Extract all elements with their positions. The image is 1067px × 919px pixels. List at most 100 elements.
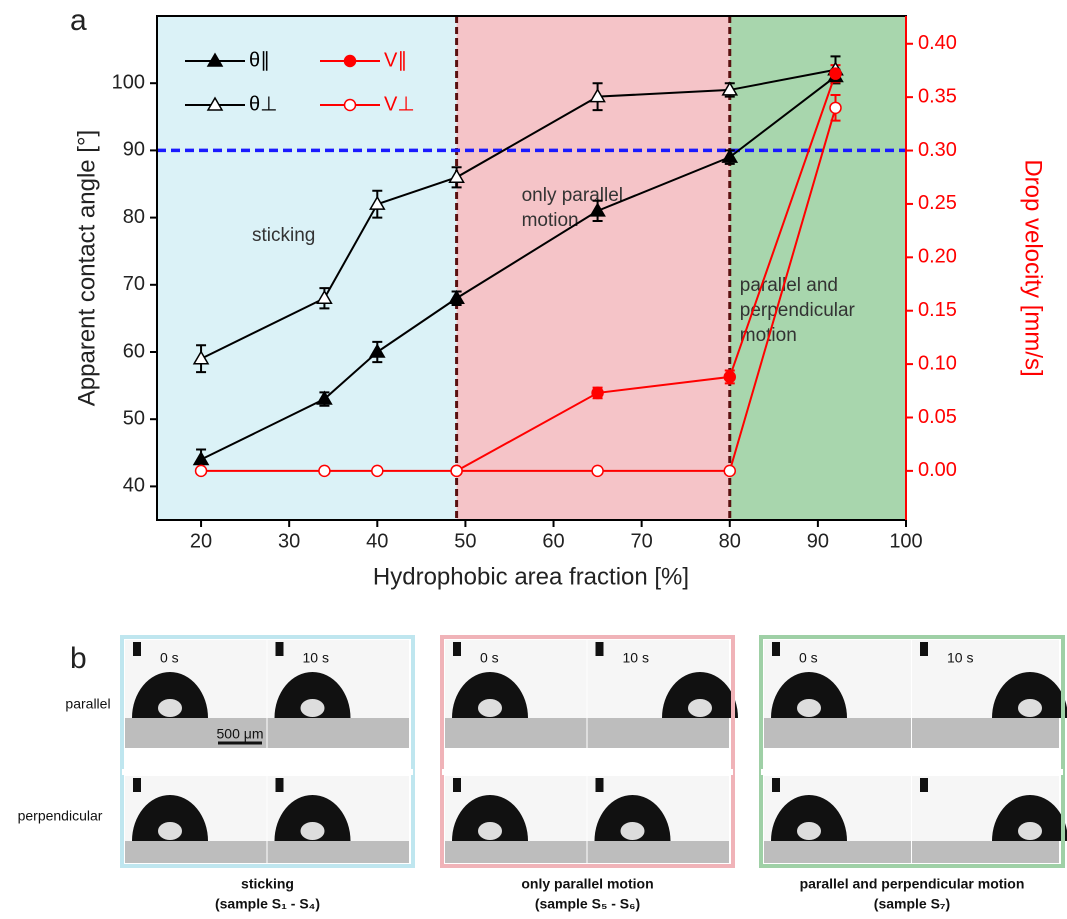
region bbox=[729, 16, 906, 520]
data-point bbox=[723, 370, 737, 384]
y2-tick-label: 0.00 bbox=[918, 459, 957, 481]
data-point bbox=[192, 350, 210, 365]
y-axis-title: Apparent contact angle [°] bbox=[73, 130, 100, 406]
droplet bbox=[452, 672, 528, 718]
needle bbox=[920, 642, 928, 656]
region-label: only parallel bbox=[522, 185, 623, 206]
droplet bbox=[771, 672, 847, 718]
x-tick-label: 100 bbox=[889, 530, 922, 552]
data-point bbox=[371, 464, 384, 478]
droplet bbox=[274, 795, 351, 841]
data-point bbox=[368, 195, 386, 210]
time-label: 10 s bbox=[947, 650, 973, 666]
needle bbox=[772, 642, 780, 656]
droplet bbox=[274, 672, 351, 718]
data-point bbox=[723, 464, 737, 478]
data-point bbox=[448, 289, 465, 304]
x-tick-label: 50 bbox=[454, 530, 476, 552]
y-tick-label: 60 bbox=[123, 340, 145, 362]
time-label: 0 s bbox=[480, 650, 499, 666]
legend-symbol bbox=[206, 96, 224, 111]
legend-symbol bbox=[343, 54, 357, 68]
legend-marker bbox=[343, 98, 357, 112]
data-point bbox=[316, 390, 333, 405]
needle bbox=[133, 778, 141, 792]
droplet-highlight bbox=[478, 822, 502, 840]
droplet bbox=[992, 795, 1067, 841]
y2-tick-label: 0.30 bbox=[918, 139, 957, 161]
needle bbox=[275, 778, 284, 792]
droplet-highlight bbox=[158, 699, 182, 717]
photo-substrate bbox=[587, 718, 729, 748]
droplet-highlight bbox=[300, 699, 325, 717]
y2-tick-label: 0.35 bbox=[918, 85, 957, 107]
caption: sticking bbox=[241, 876, 294, 892]
droplet bbox=[771, 795, 847, 841]
data-point bbox=[591, 386, 604, 400]
droplet-highlight bbox=[1018, 699, 1042, 717]
needle bbox=[133, 642, 141, 656]
y2-tick-label: 0.25 bbox=[918, 192, 957, 214]
x-tick-label: 80 bbox=[719, 530, 741, 552]
y-tick-label: 50 bbox=[123, 407, 145, 429]
region-label: perpendicular bbox=[740, 300, 856, 321]
droplet-highlight bbox=[300, 822, 325, 840]
droplet bbox=[452, 795, 528, 841]
photo-substrate bbox=[267, 841, 409, 863]
y2-tick-label: 0.40 bbox=[918, 32, 957, 54]
legend-marker bbox=[206, 52, 224, 67]
series-line bbox=[456, 73, 837, 472]
scale-bar-label: 500 μm bbox=[217, 726, 264, 742]
x-tick-label: 70 bbox=[631, 530, 653, 552]
droplet bbox=[662, 672, 738, 718]
droplet bbox=[992, 672, 1067, 718]
droplet-highlight bbox=[158, 822, 182, 840]
droplet bbox=[132, 672, 208, 718]
y2-tick-label: 0.10 bbox=[918, 352, 957, 374]
y2-tick-label: 0.15 bbox=[918, 299, 957, 321]
time-label: 0 s bbox=[799, 650, 818, 666]
region-label: sticking bbox=[252, 225, 315, 246]
data-point bbox=[721, 148, 739, 163]
photo-substrate bbox=[445, 718, 587, 748]
legend-label: θ⊥ bbox=[249, 93, 278, 115]
data-point bbox=[448, 168, 465, 184]
time-label: 10 s bbox=[623, 650, 649, 666]
droplet bbox=[594, 795, 671, 841]
data-point bbox=[192, 451, 210, 466]
y2-tick-label: 0.05 bbox=[918, 406, 957, 428]
group-frame bbox=[440, 635, 735, 868]
data-point bbox=[591, 464, 604, 478]
data-point bbox=[318, 464, 331, 478]
caption: parallel and perpendicular motion bbox=[800, 876, 1025, 892]
legend-marker bbox=[343, 54, 357, 68]
droplet-highlight bbox=[797, 822, 821, 840]
photo-substrate bbox=[764, 718, 911, 748]
needle bbox=[453, 642, 461, 656]
needle bbox=[595, 642, 604, 656]
photo-substrate bbox=[912, 718, 1059, 748]
row-label: parallel bbox=[65, 696, 110, 712]
photo-substrate bbox=[912, 841, 1059, 863]
data-point bbox=[194, 464, 208, 478]
droplet-highlight bbox=[478, 699, 502, 717]
data-point bbox=[829, 67, 842, 80]
data-point bbox=[829, 101, 842, 115]
x-axis-title: Hydrophobic area fraction [%] bbox=[373, 563, 689, 590]
panel-label: b bbox=[70, 642, 87, 675]
time-label: 10 s bbox=[303, 650, 329, 666]
photo-substrate bbox=[267, 718, 409, 748]
caption: only parallel motion bbox=[521, 876, 653, 892]
droplet-highlight bbox=[688, 699, 712, 717]
droplet-highlight bbox=[1018, 822, 1042, 840]
photo-substrate bbox=[125, 841, 267, 863]
region-label: motion bbox=[522, 210, 579, 231]
data-point bbox=[368, 343, 386, 358]
droplet-highlight bbox=[797, 699, 821, 717]
y2-axis-title: Drop velocity [mm/s] bbox=[1020, 159, 1047, 376]
needle bbox=[920, 778, 928, 792]
data-point bbox=[589, 202, 606, 217]
region bbox=[157, 16, 457, 520]
needle bbox=[275, 642, 284, 656]
legend-label: θ∥ bbox=[249, 49, 270, 71]
